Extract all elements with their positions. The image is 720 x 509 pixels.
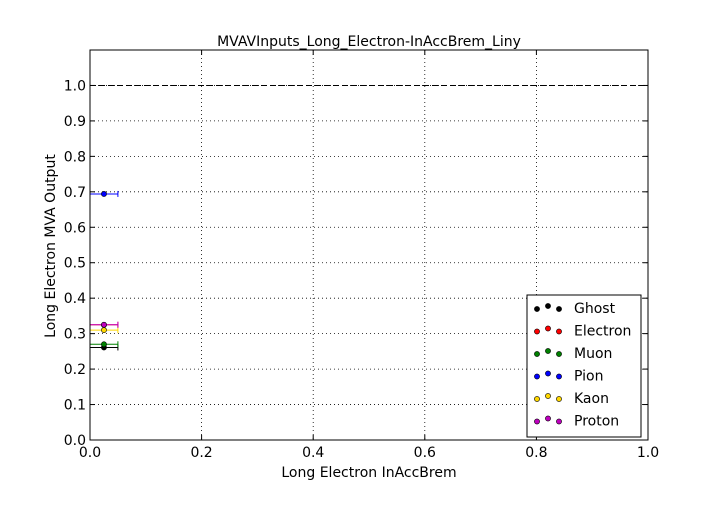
data-point bbox=[101, 321, 107, 328]
legend-marker bbox=[556, 328, 562, 335]
legend-marker bbox=[534, 306, 540, 312]
plot-frame bbox=[89, 49, 649, 441]
legend-label: Muon bbox=[574, 346, 612, 362]
legend-marker bbox=[545, 370, 551, 377]
x-tick-label: 0.0 bbox=[79, 445, 101, 461]
x-tick-label: 0.2 bbox=[190, 445, 212, 461]
data-marks bbox=[90, 190, 119, 351]
legend-marker bbox=[534, 373, 540, 380]
legend-label: Proton bbox=[574, 414, 619, 430]
legend-entry: Electron bbox=[534, 324, 631, 340]
legend-marker bbox=[556, 306, 562, 312]
legend-entry: Kaon bbox=[534, 391, 609, 407]
y-tick-label: 0.3 bbox=[64, 327, 86, 343]
x-tick-label: 0.8 bbox=[525, 445, 547, 461]
series-pion bbox=[90, 190, 119, 197]
y-tick-label: 0.8 bbox=[64, 149, 86, 165]
legend-marker bbox=[556, 396, 562, 402]
legend-marker bbox=[534, 351, 540, 357]
legend: Ghost Electron Muon Pion Kaon Proton bbox=[526, 294, 642, 438]
y-tick-label: 0.7 bbox=[64, 185, 86, 201]
legend-marker bbox=[534, 418, 540, 425]
legend-marker bbox=[534, 328, 540, 335]
y-tick-label: 0.5 bbox=[64, 256, 86, 272]
legend-box bbox=[526, 294, 642, 438]
series-proton bbox=[90, 321, 119, 328]
legend-label: Ghost bbox=[574, 301, 616, 317]
legend-marker bbox=[545, 325, 551, 332]
legend-label: Kaon bbox=[574, 391, 609, 407]
legend-label: Electron bbox=[574, 324, 631, 340]
y-tick-label: 0.2 bbox=[64, 362, 86, 378]
legend-entry: Pion bbox=[534, 369, 603, 385]
y-tick-label: 0.0 bbox=[64, 433, 86, 449]
legend-entry: Ghost bbox=[534, 301, 616, 317]
legend-marker bbox=[556, 351, 562, 357]
legend-entry: Muon bbox=[534, 346, 612, 362]
y-tick-label: 0.4 bbox=[64, 291, 86, 307]
legend-marker bbox=[545, 393, 551, 399]
y-tick-label: 0.9 bbox=[64, 114, 86, 130]
series-muon bbox=[90, 341, 119, 348]
legend-label: Pion bbox=[574, 369, 603, 385]
y-tick-label: 0.1 bbox=[64, 398, 86, 414]
x-tick-label: 0.4 bbox=[302, 445, 324, 461]
legend-marker bbox=[534, 396, 540, 402]
data-point bbox=[101, 191, 107, 197]
y-tick-label: 1.0 bbox=[64, 78, 86, 94]
ticks: 0.0 0.2 0.4 0.6 0.8 1.0 0.0 0.1 0.2 0.3 0.4 0.5 0.6 0… bbox=[64, 50, 659, 461]
legend-marker bbox=[545, 415, 551, 422]
legend-marker bbox=[556, 418, 562, 425]
legend-marker bbox=[545, 303, 551, 309]
y-axis-label: Long Electron MVA Output bbox=[43, 154, 59, 338]
x-tick-label: 0.6 bbox=[414, 445, 436, 461]
data-point bbox=[101, 327, 107, 333]
legend-entry: Proton bbox=[534, 414, 619, 430]
x-axis-label: Long Electron InAccBrem bbox=[281, 465, 456, 481]
legend-marker bbox=[556, 373, 562, 380]
x-tick-label: 1.0 bbox=[637, 445, 659, 461]
legend-marker bbox=[545, 348, 551, 354]
y-tick-label: 0.6 bbox=[64, 220, 86, 236]
data-point bbox=[101, 341, 107, 348]
chart-title: MVAVInputs_Long_Electron-InAccBrem_Liny bbox=[217, 34, 521, 50]
